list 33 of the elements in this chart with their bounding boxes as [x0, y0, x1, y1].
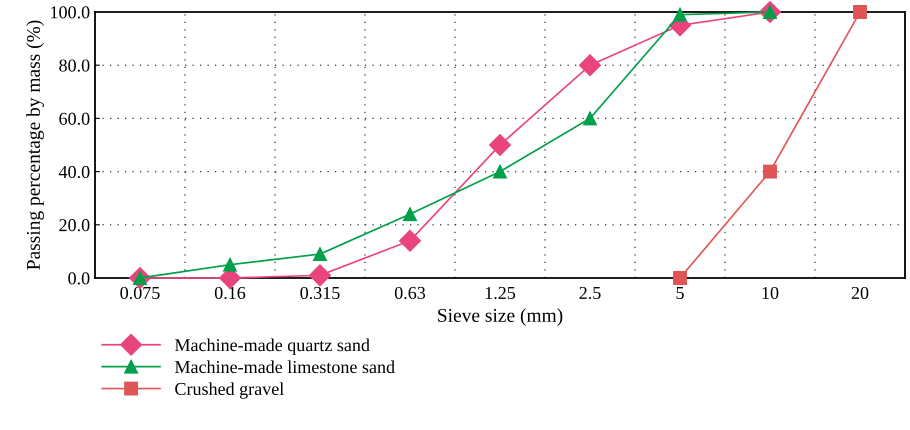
x-tick-label: 1.25: [486, 286, 516, 300]
point: [493, 164, 507, 179]
point: [308, 264, 332, 286]
x-axis-title: Sieve size (mm): [438, 308, 562, 326]
point: [763, 164, 777, 179]
point: [578, 54, 602, 76]
legend-label: Machine-made limestone sand: [174, 360, 395, 374]
point: [583, 111, 597, 126]
x-tick-label: 0.075: [120, 286, 160, 300]
x-tick-label: 5: [676, 287, 684, 300]
point: [673, 8, 687, 22]
point: [403, 207, 417, 222]
legend-label: Crushed gravel: [175, 382, 284, 399]
point: [488, 134, 512, 156]
x-tick-label: 0.63: [394, 286, 426, 300]
point: [223, 258, 237, 272]
y-tick-label: 0.0: [68, 272, 90, 285]
y-axis-title: Passing percentage by mass (%): [26, 20, 44, 270]
x-tick-label: 2.5: [580, 286, 601, 300]
x-tick-label: 20: [852, 286, 868, 300]
y-tick-label: 40.0: [58, 166, 90, 178]
x-tick-label: 10: [762, 286, 778, 300]
x-tick-label: 0.315: [300, 286, 340, 300]
point: [313, 247, 327, 262]
point: [853, 5, 867, 19]
x-tick-label: 0.16: [214, 286, 246, 300]
point: [398, 230, 422, 252]
y-tick-label: 100.0: [51, 6, 90, 19]
y-tick-label: 60.0: [59, 112, 90, 125]
y-tick-label: 80.0: [59, 59, 90, 72]
y-tick-label: 20.0: [59, 219, 90, 232]
point: [673, 271, 687, 285]
legend-label: Machine-made quartz sand: [174, 338, 370, 355]
